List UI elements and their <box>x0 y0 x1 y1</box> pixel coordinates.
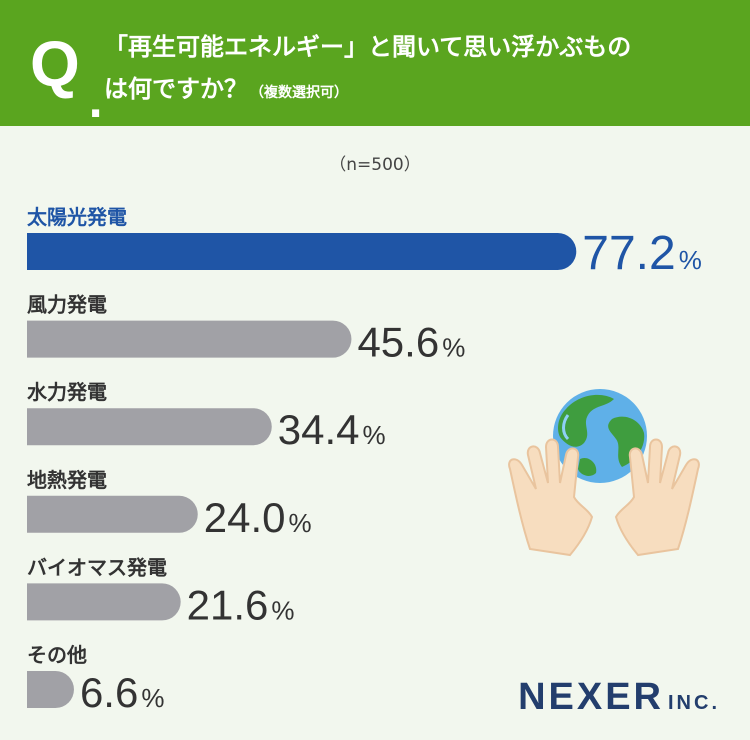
value-number: 6.6 <box>80 669 138 716</box>
value-unit: % <box>271 595 294 625</box>
question-note: （複数選択可） <box>250 85 348 101</box>
value-label: 34.4% <box>278 406 386 453</box>
category-label: 地熱発電 <box>27 468 107 492</box>
sample-size: （n=500） <box>329 155 421 175</box>
nexer-logo: NEXER INC. <box>518 676 720 719</box>
bar <box>27 495 198 533</box>
earth-hands-illustration <box>508 389 700 557</box>
value-label: 45.6% <box>357 319 465 366</box>
category-label: その他 <box>27 643 87 667</box>
question-line-1: 「再生可能エネルギー」と聞いて思い浮かぶもの <box>104 33 632 61</box>
value-number: 24.0 <box>204 494 286 541</box>
value-unit: % <box>363 420 386 450</box>
question-mark-letter: Q <box>30 28 80 100</box>
bar <box>27 671 74 708</box>
bar <box>27 233 577 270</box>
question-mark: Q . <box>30 28 103 124</box>
value-label: 6.6% <box>80 669 165 716</box>
category-label: 水力発電 <box>27 380 107 404</box>
value-label: 77.2% <box>582 227 702 280</box>
question-header: Q . 「再生可能エネルギー」と聞いて思い浮かぶもの は何ですか？ （複数選択可） <box>0 0 750 126</box>
value-number: 21.6 <box>187 581 269 628</box>
category-label: 風力発電 <box>27 293 107 317</box>
category-label: 太陽光発電 <box>27 205 127 229</box>
right-hand-icon <box>614 438 700 557</box>
question-mark-dot: . <box>88 81 104 127</box>
value-unit: % <box>289 508 312 538</box>
value-unit: % <box>679 245 702 275</box>
logo-name: NEXER <box>518 676 664 718</box>
question-line-2-text: は何ですか？ <box>104 75 248 103</box>
value-number: 77.2 <box>582 227 675 280</box>
value-label: 21.6% <box>187 581 295 628</box>
value-label: 24.0% <box>204 494 312 541</box>
category-label: バイオマス発電 <box>27 555 167 579</box>
value-number: 45.6 <box>357 319 439 366</box>
left-hand-icon <box>508 438 594 557</box>
bar <box>27 583 181 621</box>
value-unit: % <box>141 683 164 713</box>
bar <box>27 408 272 446</box>
value-number: 34.4 <box>278 406 360 453</box>
question-line-2: は何ですか？ （複数選択可） <box>104 68 734 114</box>
value-unit: % <box>442 333 465 363</box>
question-text: 「再生可能エネルギー」と聞いて思い浮かぶもの は何ですか？ （複数選択可） <box>104 26 734 114</box>
bar <box>27 320 352 358</box>
logo-suffix: INC. <box>668 692 720 714</box>
